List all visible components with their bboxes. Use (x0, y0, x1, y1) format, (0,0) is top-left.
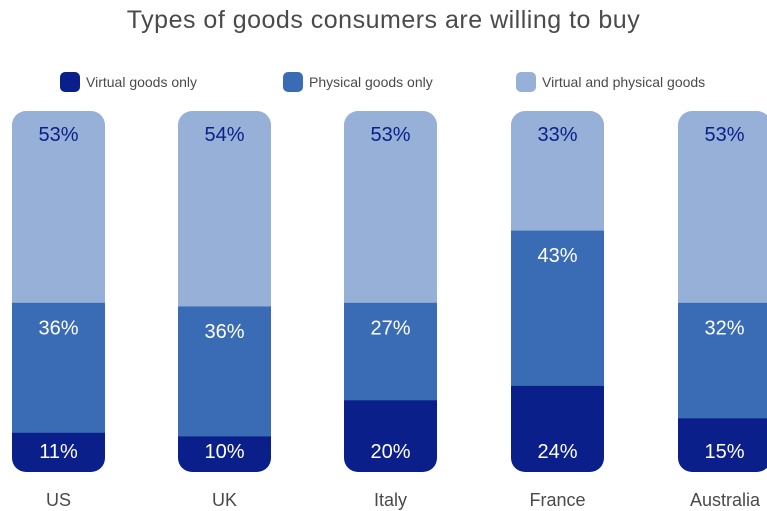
data-label-france-physical: 43% (537, 245, 577, 267)
bar-segment-italy-physical (344, 302, 437, 401)
legend-item-virtual: Virtual goods only (60, 70, 197, 94)
category-label-uk: UK (212, 490, 237, 510)
bar-group-us: 11% 36% 53% US (12, 111, 105, 510)
bar-segment-france-virtual (511, 385, 604, 472)
legend-item-both: Virtual and physical goods (516, 70, 705, 94)
data-label-australia-both: 53% (704, 124, 744, 146)
category-label-france: France (529, 490, 585, 510)
category-label-us: US (46, 490, 71, 510)
data-label-australia-virtual: 15% (704, 441, 744, 463)
bar-group-france: 24% 43% 33% France (511, 111, 604, 510)
data-label-france-virtual: 24% (537, 441, 577, 463)
bar-segment-italy-virtual (344, 399, 437, 472)
data-label-australia-physical: 32% (704, 317, 744, 339)
bar-group-uk: 10% 36% 54% UK (178, 111, 271, 510)
bar-segment-us-virtual (12, 432, 105, 472)
data-label-italy-virtual: 20% (370, 441, 410, 463)
data-label-uk-both: 54% (204, 124, 244, 146)
legend-swatch-both (516, 72, 536, 92)
bar-segment-australia-both (678, 111, 767, 303)
bar-segment-italy-both (344, 111, 437, 303)
bar-segment-us-physical (12, 302, 105, 433)
data-label-uk-physical: 36% (204, 321, 244, 343)
bar-segment-us-both (12, 111, 105, 303)
data-label-france-both: 33% (537, 124, 577, 146)
bar-segment-france-physical (511, 230, 604, 386)
data-label-italy-both: 53% (370, 124, 410, 146)
legend: Virtual goods only Physical goods only V… (0, 70, 767, 94)
category-label-australia: Australia (690, 490, 761, 510)
legend-label-virtual: Virtual goods only (86, 74, 198, 90)
bar-segment-uk-physical (178, 305, 271, 437)
category-label-italy: Italy (374, 490, 407, 510)
data-label-us-physical: 36% (38, 317, 78, 339)
data-label-us-virtual: 11% (39, 441, 78, 463)
legend-label-physical: Physical goods only (309, 74, 433, 90)
bar-group-australia: 15% 32% 53% Australia (678, 111, 767, 510)
data-label-italy-physical: 27% (370, 317, 410, 339)
legend-swatch-virtual (60, 72, 80, 92)
bar-segment-australia-virtual (678, 417, 767, 472)
legend-swatch-physical (283, 72, 303, 92)
bar-segment-france-both (511, 111, 604, 231)
bar-group-italy: 20% 27% 53% Italy (344, 111, 437, 510)
bar-segment-uk-virtual (178, 435, 271, 472)
bar-segment-australia-physical (678, 302, 767, 419)
legend-label-both: Virtual and physical goods (542, 74, 706, 90)
chart-title: Types of goods consumers are willing to … (126, 6, 641, 34)
legend-item-physical: Physical goods only (283, 70, 433, 94)
bar-segment-uk-both (178, 111, 271, 307)
data-label-us-both: 53% (38, 124, 78, 146)
data-label-uk-virtual: 10% (204, 441, 244, 463)
